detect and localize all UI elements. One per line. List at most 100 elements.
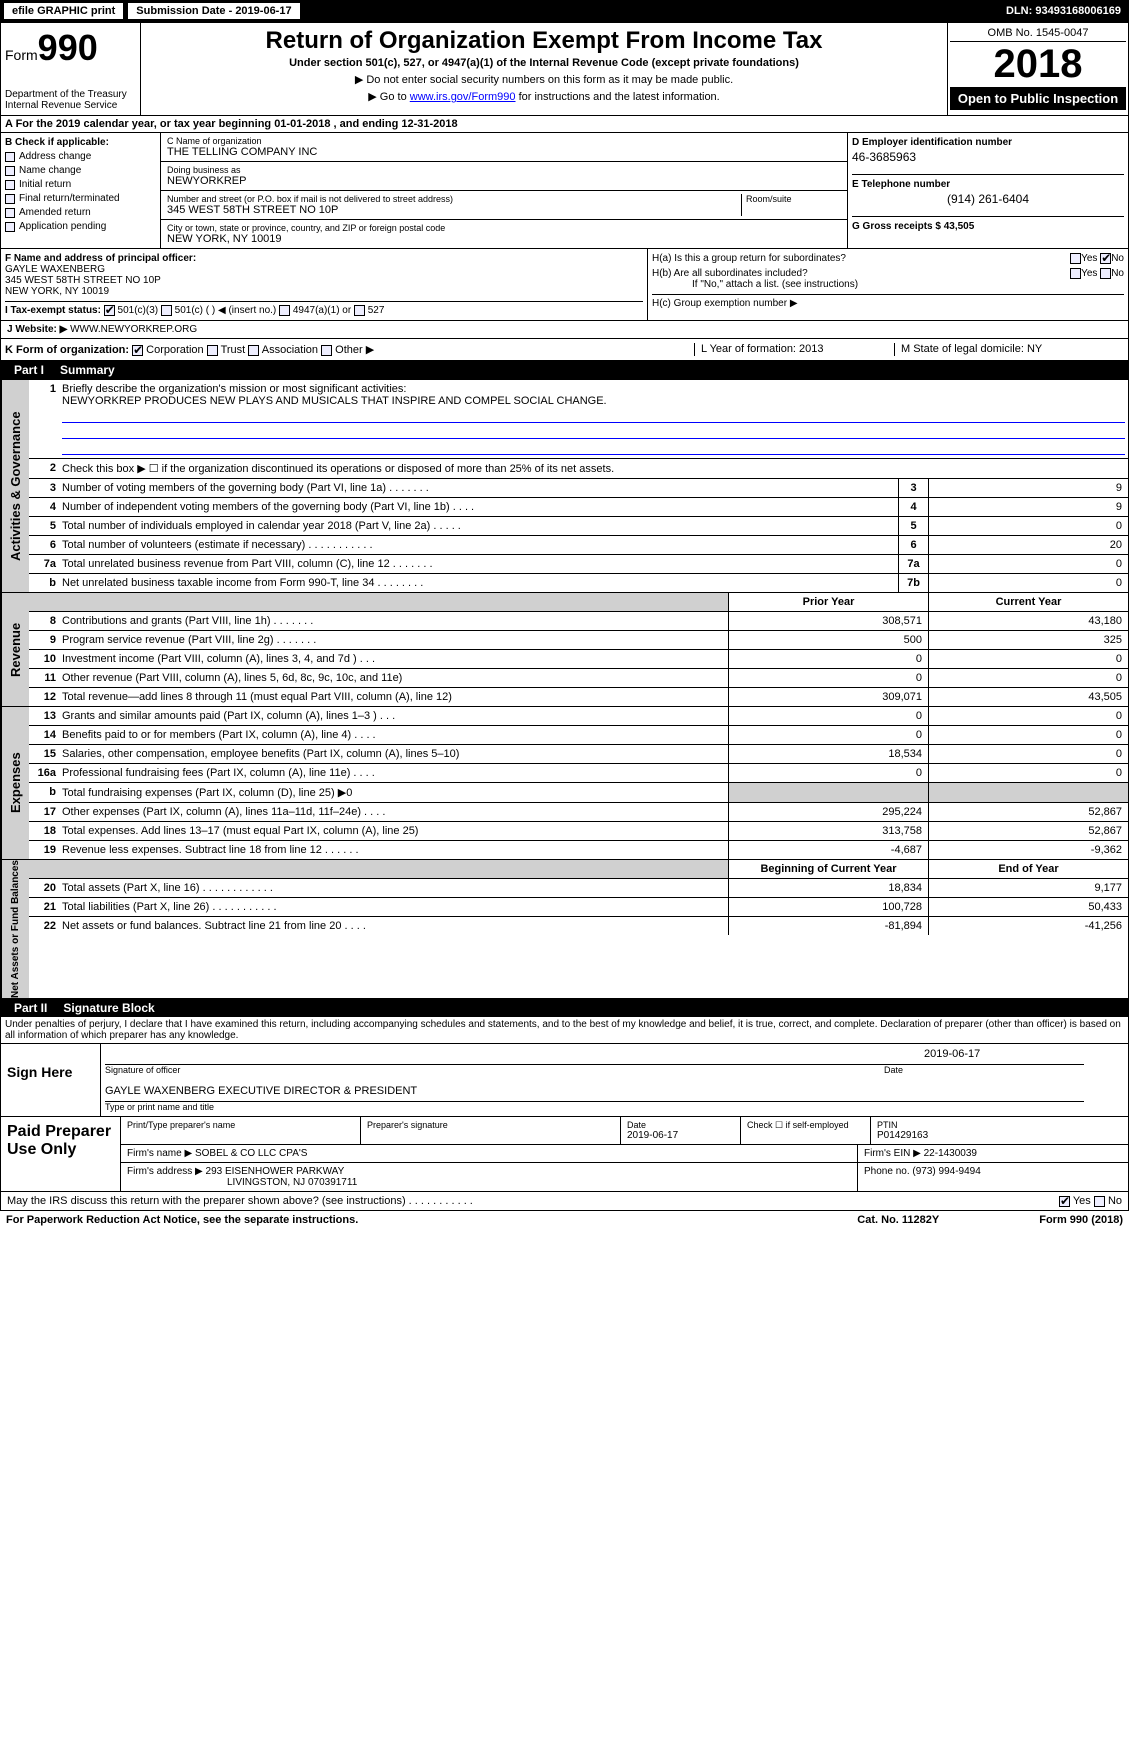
- year-formation: L Year of formation: 2013: [694, 343, 894, 356]
- cb-corp[interactable]: [132, 345, 143, 356]
- colb-item: Final return/terminated: [5, 193, 156, 204]
- firm-addr: 293 EISENHOWER PARKWAY: [206, 1166, 345, 1177]
- data-line: 12Total revenue—add lines 8 through 11 (…: [29, 688, 1128, 706]
- type-name-label: Type or print name and title: [105, 1102, 1084, 1112]
- hc-label: H(c) Group exemption number ▶: [652, 294, 1124, 309]
- sign-date: 2019-06-17: [924, 1048, 1124, 1060]
- data-line: 8Contributions and grants (Part VIII, li…: [29, 612, 1128, 631]
- row-i: I Tax-exempt status: 501(c)(3) 501(c) ( …: [5, 301, 643, 316]
- net-section: Net Assets or Fund Balances Beginning of…: [0, 860, 1129, 999]
- form-title: Return of Organization Exempt From Incom…: [145, 27, 943, 55]
- city-label: City or town, state or province, country…: [167, 223, 841, 233]
- col-b-label: B Check if applicable:: [5, 137, 156, 148]
- revenue-section: Revenue Prior Year Current Year 8Contrib…: [0, 593, 1129, 707]
- row-a: A For the 2019 calendar year, or tax yea…: [0, 116, 1129, 133]
- page-footer: For Paperwork Reduction Act Notice, see …: [0, 1211, 1129, 1229]
- colb-item: Amended return: [5, 207, 156, 218]
- addr-label: Number and street (or P.O. box if mail i…: [167, 194, 741, 204]
- end-year-hdr: End of Year: [928, 860, 1128, 878]
- mission-text: NEWYORKREP PRODUCES NEW PLAYS AND MUSICA…: [62, 395, 607, 407]
- gross-label: G Gross receipts $ 43,505: [852, 221, 1124, 232]
- checkbox[interactable]: [5, 194, 15, 204]
- form-word: Form: [5, 47, 38, 63]
- checkbox[interactable]: [5, 180, 15, 190]
- row-j: J Website: ▶ WWW.NEWYORKREP.ORG: [0, 321, 1129, 339]
- j-label: J Website: ▶: [7, 324, 67, 335]
- cb-trust[interactable]: [207, 345, 218, 356]
- data-line: 11Other revenue (Part VIII, column (A), …: [29, 669, 1128, 688]
- hb-yes[interactable]: [1070, 268, 1081, 279]
- colb-item: Name change: [5, 165, 156, 176]
- state-domicile: M State of legal domicile: NY: [894, 343, 1124, 356]
- data-line: 22Net assets or fund balances. Subtract …: [29, 917, 1128, 935]
- ha-yes[interactable]: [1070, 253, 1081, 264]
- checkbox[interactable]: [5, 166, 15, 176]
- ptin: P01429163: [877, 1130, 1122, 1141]
- cb-assoc[interactable]: [248, 345, 259, 356]
- irs-link[interactable]: www.irs.gov/Form990: [410, 91, 516, 103]
- cb-4947[interactable]: [279, 305, 290, 316]
- data-line: 20Total assets (Part X, line 16) . . . .…: [29, 879, 1128, 898]
- col-b: B Check if applicable: Address change Nam…: [1, 133, 161, 248]
- form-number-cell: Form990 Department of the Treasury Inter…: [1, 23, 141, 115]
- form-note1: ▶ Do not enter social security numbers o…: [145, 73, 943, 86]
- cat-no: Cat. No. 11282Y: [857, 1214, 939, 1226]
- begin-year-hdr: Beginning of Current Year: [728, 860, 928, 878]
- sign-here-label: Sign Here: [1, 1044, 101, 1116]
- discuss-yes-cb[interactable]: [1059, 1196, 1070, 1207]
- firm-phone: (973) 994-9494: [912, 1166, 980, 1177]
- cb-other[interactable]: [321, 345, 332, 356]
- org-name: THE TELLING COMPANY INC: [167, 146, 841, 158]
- form-footer: Form 990 (2018): [1039, 1214, 1123, 1226]
- hb-no[interactable]: [1100, 268, 1111, 279]
- city-row: City or town, state or province, country…: [161, 220, 847, 248]
- cb-527[interactable]: [354, 305, 365, 316]
- colb-item: Address change: [5, 151, 156, 162]
- data-line: 13Grants and similar amounts paid (Part …: [29, 707, 1128, 726]
- cb-501c3[interactable]: [104, 305, 115, 316]
- omb-number: OMB No. 1545-0047: [950, 25, 1126, 42]
- efile-label: efile GRAPHIC print: [4, 3, 123, 19]
- gov-line: 5Total number of individuals employed in…: [29, 517, 1128, 536]
- data-line: 21Total liabilities (Part X, line 26) . …: [29, 898, 1128, 917]
- checkbox[interactable]: [5, 152, 15, 162]
- checkbox[interactable]: [5, 208, 15, 218]
- discuss-text: May the IRS discuss this return with the…: [7, 1195, 1059, 1207]
- gov-line: 2Check this box ▶ ☐ if the organization …: [29, 459, 1128, 479]
- org-name-row: C Name of organization THE TELLING COMPA…: [161, 133, 847, 162]
- checkbox[interactable]: [5, 222, 15, 232]
- sig-date-label: Date: [884, 1065, 1084, 1075]
- rev-vert-label: Revenue: [1, 593, 29, 706]
- data-line: 19Revenue less expenses. Subtract line 1…: [29, 841, 1128, 859]
- firm-ein: 22-1430039: [924, 1148, 977, 1159]
- org-name-label: C Name of organization: [167, 136, 841, 146]
- hb-note: If "No," attach a list. (see instruction…: [652, 279, 1124, 290]
- room-label: Room/suite: [746, 194, 841, 204]
- part1-label: Part I: [6, 363, 52, 377]
- firm-name: SOBEL & CO LLC CPA'S: [195, 1148, 308, 1159]
- dept-treasury: Department of the Treasury Internal Reve…: [5, 89, 136, 111]
- gov-line: 4Number of independent voting members of…: [29, 498, 1128, 517]
- data-line: 10Investment income (Part VIII, column (…: [29, 650, 1128, 669]
- discuss-no-cb[interactable]: [1094, 1196, 1105, 1207]
- ein: 46-3685963: [852, 150, 1124, 164]
- tax-year: 2018: [950, 42, 1126, 87]
- part2-label: Part II: [6, 1001, 55, 1015]
- colb-item: Initial return: [5, 179, 156, 190]
- col-d: D Employer identification number 46-3685…: [848, 133, 1128, 248]
- row-h: H(a) Is this a group return for subordin…: [648, 249, 1128, 320]
- form-header: Form990 Department of the Treasury Inter…: [0, 22, 1129, 116]
- ha-no[interactable]: [1100, 253, 1111, 264]
- rev-header: Prior Year Current Year: [29, 593, 1128, 612]
- row-k: K Form of organization: Corporation Trus…: [0, 339, 1129, 361]
- cb-501c[interactable]: [161, 305, 172, 316]
- gov-vert-label: Activities & Governance: [1, 380, 29, 592]
- governance-section: Activities & Governance 1 Briefly descri…: [0, 379, 1129, 593]
- hb-label: H(b) Are all subordinates included?: [652, 268, 808, 279]
- col-c: C Name of organization THE TELLING COMPA…: [161, 133, 848, 248]
- addr: 345 WEST 58TH STREET NO 10P: [167, 204, 741, 216]
- open-public: Open to Public Inspection: [950, 87, 1126, 110]
- city: NEW YORK, NY 10019: [167, 233, 841, 245]
- tel: (914) 261-6404: [852, 192, 1124, 206]
- year-cell: OMB No. 1545-0047 2018 Open to Public In…: [948, 23, 1128, 115]
